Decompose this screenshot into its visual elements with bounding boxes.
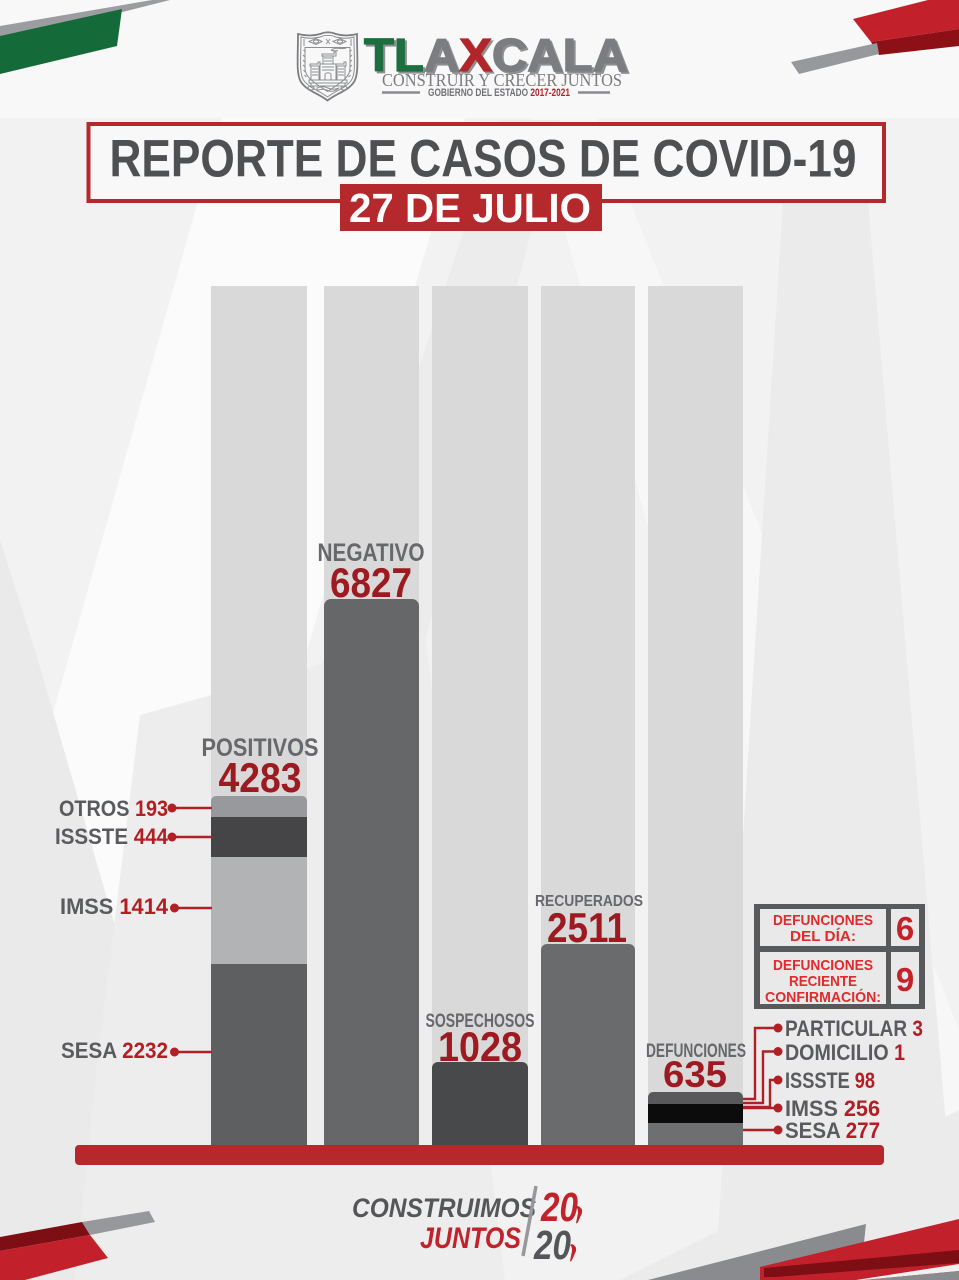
svg-text:RECUPERADOS: RECUPERADOS <box>535 893 643 910</box>
svg-text:GOBIERNO DEL ESTADO 2017-2021: GOBIERNO DEL ESTADO 2017-2021 <box>428 87 570 99</box>
svg-text:PARTICULAR 3: PARTICULAR 3 <box>785 1016 923 1041</box>
svg-text:TLAXCALA: TLAXCALA <box>366 31 630 83</box>
svg-text:27 DE JULIO: 27 DE JULIO <box>349 185 591 231</box>
svg-text:20: 20 <box>540 1184 578 1230</box>
svg-text:9: 9 <box>896 961 914 998</box>
svg-text:POSITIVOS: POSITIVOS <box>202 734 319 762</box>
svg-text:ISSSTE 98: ISSSTE 98 <box>785 1068 875 1093</box>
svg-text:SESA 277: SESA 277 <box>785 1118 880 1143</box>
svg-text:IMSS 256: IMSS 256 <box>785 1096 880 1121</box>
svg-text:IMSS 1414: IMSS 1414 <box>60 894 169 919</box>
svg-text:JUNTOS: JUNTOS <box>420 1222 521 1255</box>
svg-text:6: 6 <box>896 910 914 947</box>
svg-text:TLAXCALA: TLAXCALA <box>364 29 628 81</box>
svg-text:DOMICILIO 1: DOMICILIO 1 <box>785 1040 905 1065</box>
svg-text:1028: 1028 <box>438 1023 522 1070</box>
svg-text:DEFUNCIONES: DEFUNCIONES <box>773 912 873 929</box>
svg-text:635: 635 <box>663 1054 727 1095</box>
svg-text:2511: 2511 <box>547 904 627 951</box>
svg-text:CONSTRUIMOS: CONSTRUIMOS <box>352 1193 536 1223</box>
svg-text:REPORTE DE CASOS DE COVID-19: REPORTE DE CASOS DE COVID-19 <box>110 130 857 189</box>
svg-text:DEFUNCIONES: DEFUNCIONES <box>773 957 873 974</box>
svg-text:OTROS 193: OTROS 193 <box>59 796 168 821</box>
svg-text:NEGATIVO: NEGATIVO <box>318 539 425 567</box>
svg-text:SOSPECHOSOS: SOSPECHOSOS <box>426 1011 535 1032</box>
svg-text:4283: 4283 <box>219 754 302 801</box>
svg-text:SESA 2232: SESA 2232 <box>61 1038 168 1063</box>
svg-text:DEFUNCIONES: DEFUNCIONES <box>646 1041 746 1062</box>
svg-text:DEL DÍA:: DEL DÍA: <box>790 928 856 945</box>
svg-text:CONSTRUIR Y CRECER JUNTOS: CONSTRUIR Y CRECER JUNTOS <box>382 70 622 90</box>
svg-text:6827: 6827 <box>330 559 412 606</box>
svg-text:RECIENTE: RECIENTE <box>789 973 857 990</box>
svg-text:20: 20 <box>533 1222 571 1268</box>
svg-text:CONFIRMACIÓN:: CONFIRMACIÓN: <box>765 988 881 1006</box>
svg-text:ISSSTE 444: ISSSTE 444 <box>55 824 169 849</box>
